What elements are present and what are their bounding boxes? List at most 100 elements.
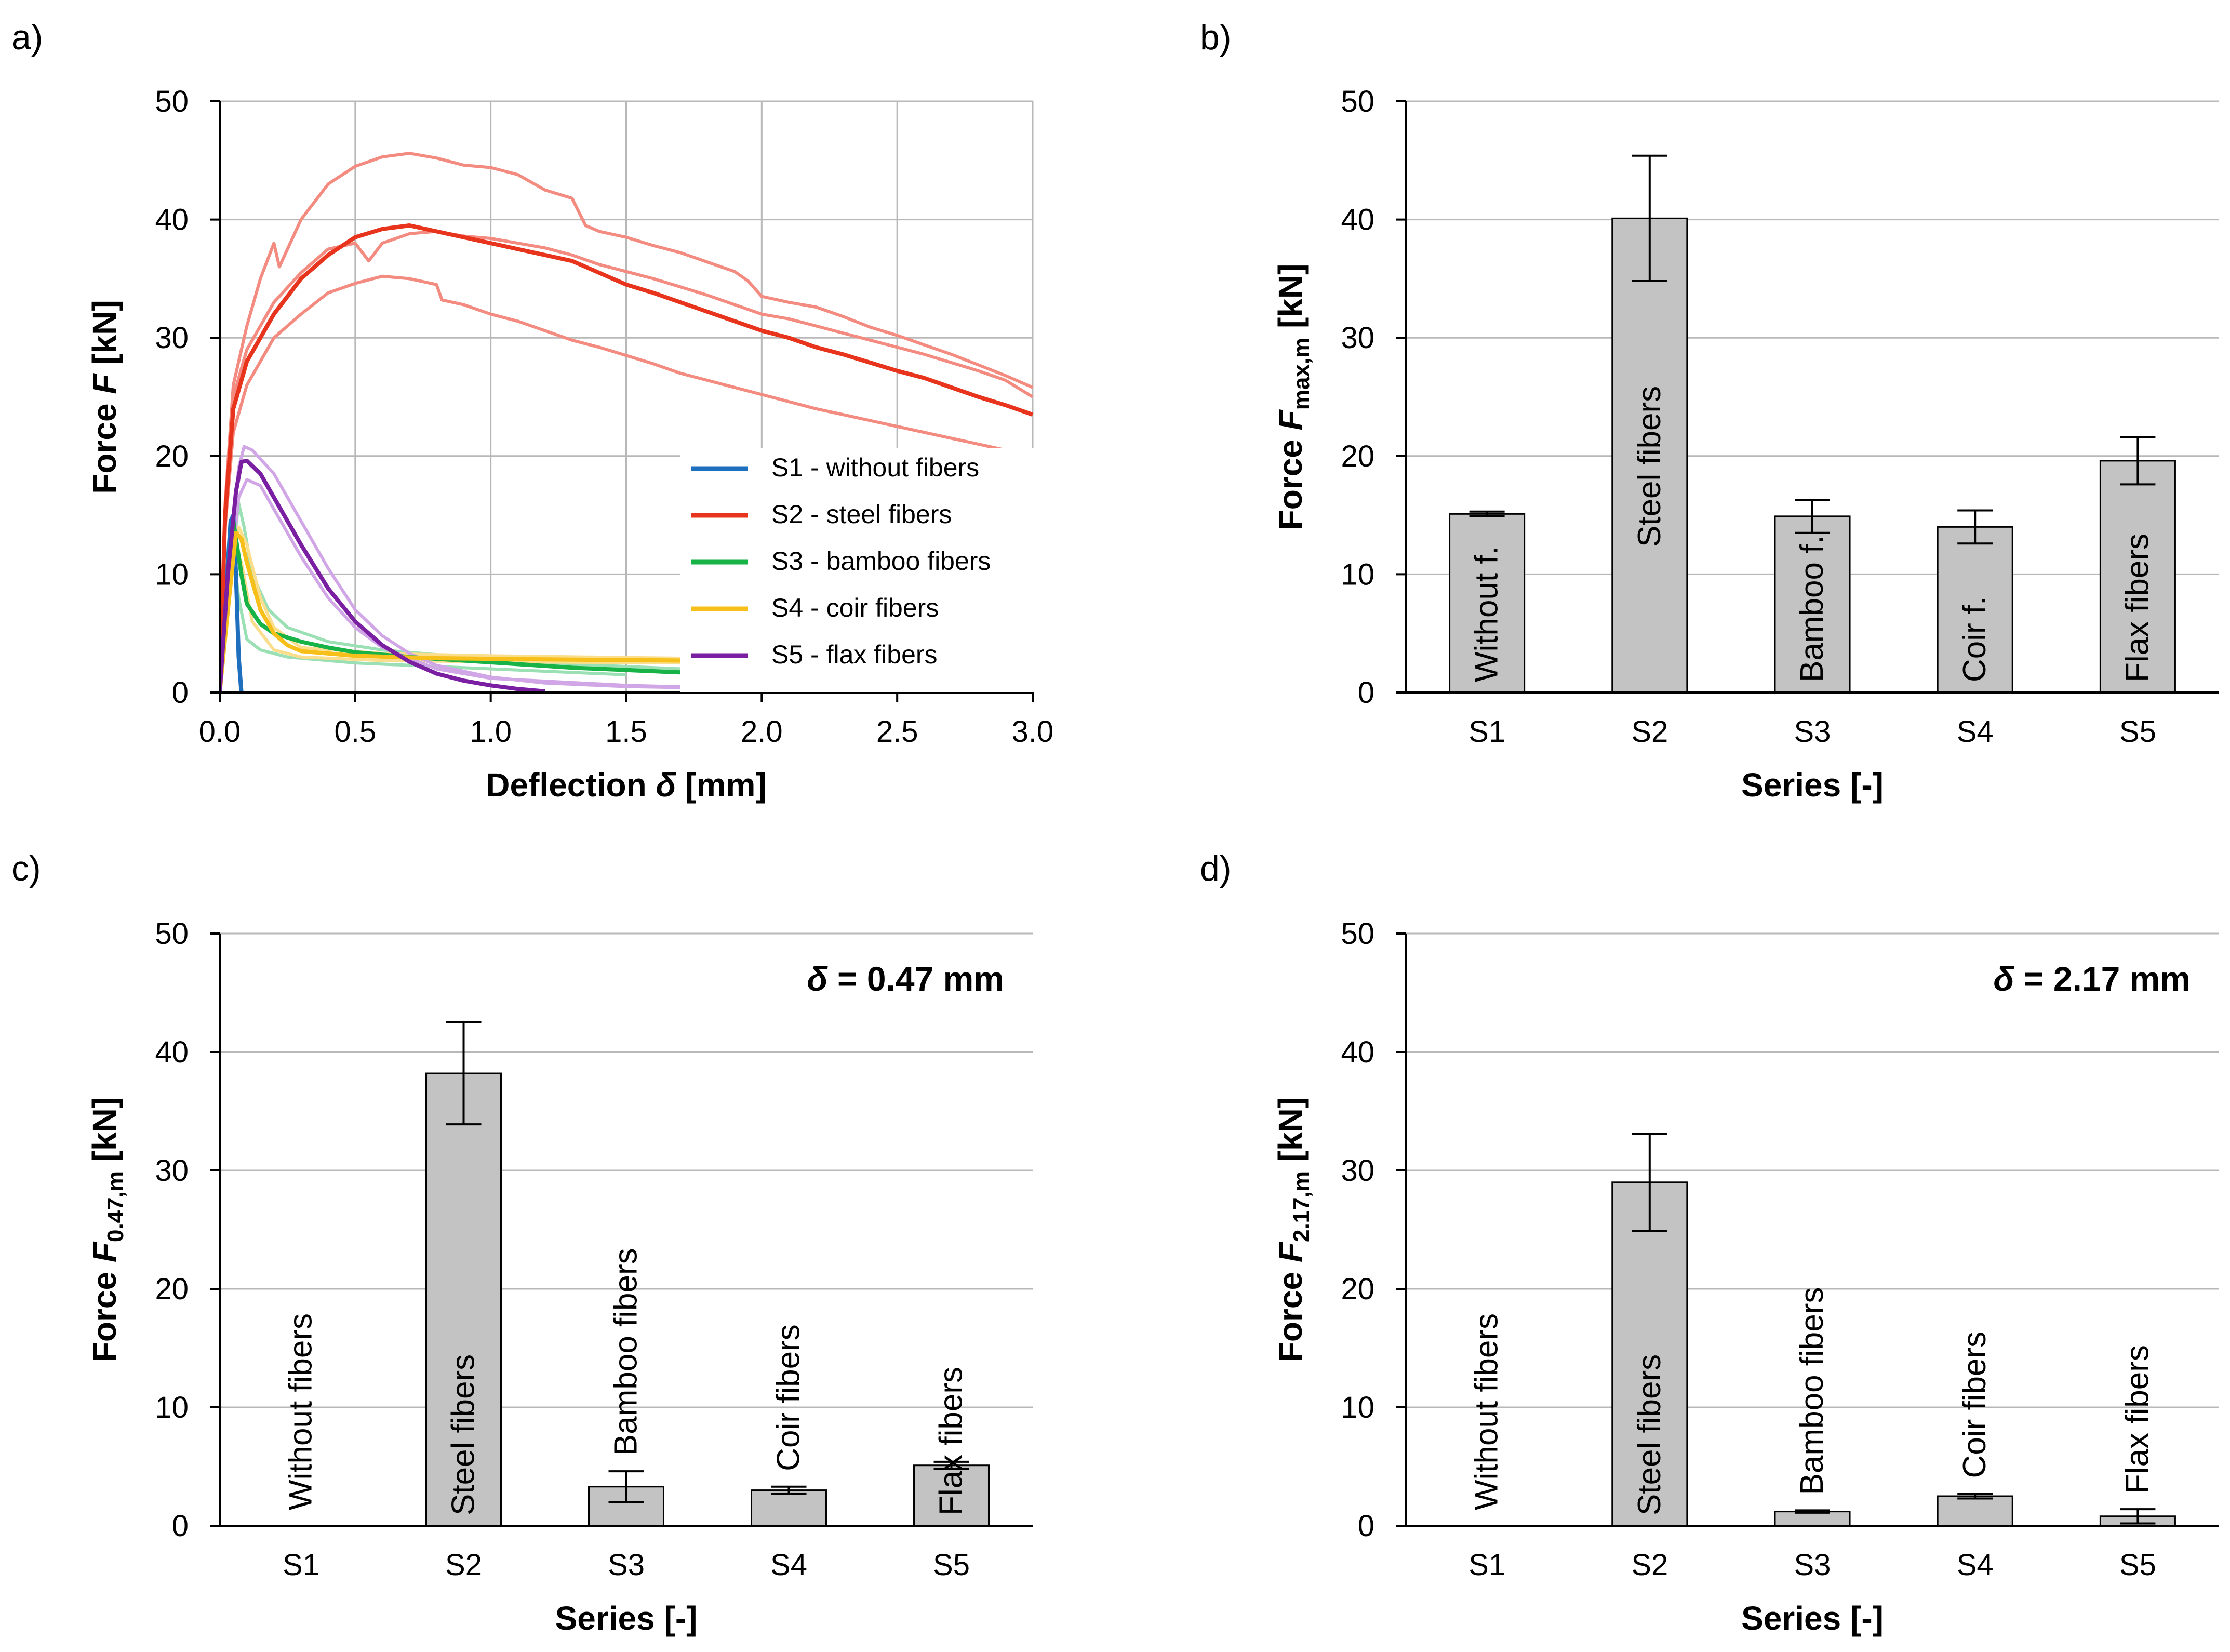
panel-letter: c) (11, 849, 41, 888)
y-tick-label: 40 (1341, 203, 1374, 237)
series-2-specimen-line (220, 230, 1033, 692)
delta-annotation-text: = 2.17 mm (2014, 960, 2191, 998)
x-tick-label: S5 (2119, 715, 2156, 749)
y-axis-title: Force Fmax,m [kN] (1272, 264, 1314, 530)
bar-s5 (2099, 460, 2176, 694)
y-tick-label: 30 (1341, 321, 1374, 355)
bar-s1 (1449, 513, 1526, 694)
y-axis-title-prefix: Force (1272, 1262, 1309, 1362)
y-tick-label: 50 (1341, 917, 1374, 951)
y-tick-label: 0 (1358, 1509, 1374, 1543)
bar-s4 (751, 1489, 827, 1527)
x-axis-title-suffix: [mm] (676, 766, 767, 804)
panel-letter: b) (1200, 18, 1231, 57)
bar-label-s2: Steel fibers (1632, 386, 1667, 547)
delta-annotation-text: = 0.47 mm (828, 960, 1004, 998)
y-tick-label: 40 (1341, 1035, 1374, 1069)
bar-s2 (1611, 1181, 1688, 1527)
x-tick-label: 1.5 (605, 715, 647, 749)
y-axis-title-subscript: 0.47,m (103, 1171, 128, 1242)
panel-c-bar-chart: c) 0 10 20 30 40 50 Force F0.47,m [kN] S1 S2 S3 S4 S… (11, 849, 1033, 1637)
x-axis-title: Deflection δ [mm] (486, 766, 766, 804)
x-tick-label: 0.0 (199, 715, 241, 749)
x-tick-label: S2 (1631, 1548, 1668, 1582)
bar-label-s4: Coir fibers (1957, 1331, 1993, 1478)
bar-label-s5: Flax fibers (933, 1367, 969, 1515)
legend-label-series-2: S2 - steel fibers (771, 500, 952, 529)
y-tick-label: 0 (172, 676, 189, 710)
y-tick-label: 50 (1341, 85, 1374, 118)
bar-label-s5: Flax fibers (2119, 534, 2155, 682)
bar-label-s4: Coir fibers (771, 1324, 807, 1471)
x-tick-label: 1.0 (470, 715, 512, 749)
y-tick-label: 10 (1341, 1391, 1374, 1424)
legend-label-series-1: S1 - without fibers (771, 453, 979, 482)
x-tick-label: S3 (1794, 1548, 1831, 1582)
series-5-specimen-line (220, 445, 1033, 692)
y-axis-title-suffix: [kN] (86, 1097, 123, 1171)
y-axis-title-symbol: F (86, 1241, 123, 1262)
panel-b-bar-chart: b) 0 10 20 30 40 50 Force Fmax,m [kN] S1 S2 S3 S4 S5… (1200, 18, 2219, 804)
bar-label-s4: Coir f. (1957, 596, 1993, 682)
panel-d-bar-chart: d) 0 10 20 30 40 50 Force F2.17,m [kN] S1 S2 S3 S4 S… (1200, 849, 2219, 1637)
x-tick-label: S1 (1468, 1548, 1505, 1582)
y-axis-title-prefix: Force (1272, 430, 1309, 530)
x-tick-label: S4 (770, 1548, 807, 1582)
x-tick-label: 2.0 (741, 715, 783, 749)
x-axis-title: Series [-] (1741, 1600, 1884, 1637)
y-tick-label: 20 (1341, 439, 1374, 473)
y-tick-label: 50 (155, 85, 189, 118)
y-tick-label: 30 (155, 1154, 189, 1188)
y-tick-label: 10 (1341, 557, 1374, 591)
x-tick-label: S3 (1794, 715, 1831, 749)
y-axis-title-suffix: [kN] (86, 300, 123, 374)
y-tick-label: 50 (155, 917, 189, 951)
series-2-specimen-line (220, 274, 1033, 692)
y-tick-label: 30 (155, 321, 189, 355)
y-axis-title-suffix: [kN] (1272, 1097, 1309, 1171)
y-axis-title-prefix: Force (86, 1262, 123, 1362)
delta-annotation: δ = 0.47 mm (807, 960, 1004, 998)
legend-label-series-5: S5 - flax fibers (771, 640, 938, 669)
bar-label-s5: Flax fibers (2119, 1345, 2155, 1494)
x-axis-title-prefix: Deflection (486, 766, 656, 804)
y-axis-title: Force F [kN] (86, 300, 123, 494)
y-axis-title-symbol: F (86, 373, 123, 394)
x-tick-label: S5 (2119, 1548, 2156, 1582)
series-2-mean-line (220, 223, 1033, 692)
bar-label-s1: Without fibers (1469, 1313, 1505, 1510)
bar-label-s3: Bamboo fibers (608, 1248, 644, 1456)
y-axis-title-prefix: Force (86, 394, 123, 494)
x-tick-label: S3 (608, 1548, 645, 1582)
delta-annotation-symbol: δ (1993, 960, 2014, 998)
legend-box (680, 448, 1034, 692)
y-axis-title-subscript: max,m (1289, 338, 1314, 410)
x-tick-label: S2 (1631, 715, 1668, 749)
y-tick-label: 20 (1341, 1272, 1374, 1306)
series-4-mean-line (220, 530, 680, 692)
x-axis-title: Series [-] (555, 1600, 698, 1637)
bar-label-s2: Steel fibers (1632, 1354, 1667, 1515)
x-tick-label: 0.5 (335, 715, 377, 749)
bar-s4 (1937, 1495, 2013, 1527)
y-tick-label: 10 (155, 557, 189, 591)
bar-s3 (1774, 515, 1851, 694)
y-axis-title: Force F2.17,m [kN] (1272, 1097, 1314, 1362)
series-3-specimen-line (220, 501, 680, 692)
series-5-mean-line (220, 458, 545, 692)
x-tick-label: S4 (1957, 715, 1994, 749)
y-axis-title-symbol: F (1272, 409, 1309, 430)
y-tick-label: 30 (1341, 1154, 1374, 1188)
bar-label-s1: Without f. (1469, 546, 1505, 682)
x-tick-label: S1 (1468, 715, 1505, 749)
delta-annotation: δ = 2.17 mm (1993, 960, 2191, 998)
bar-s5 (913, 1464, 990, 1527)
y-tick-label: 0 (1358, 676, 1374, 710)
x-tick-label: S4 (1957, 1548, 1994, 1582)
x-tick-label: S5 (933, 1548, 970, 1582)
panel-a-line-chart: a) 0 10 20 30 40 50 Force F [kN] 0.0 0.5 1.0 1.5 2.0… (11, 18, 1053, 804)
x-tick-label: 2.5 (876, 715, 918, 749)
y-tick-label: 20 (155, 439, 189, 473)
panel-letter: a) (11, 18, 43, 57)
bar-s4 (1937, 526, 2013, 694)
